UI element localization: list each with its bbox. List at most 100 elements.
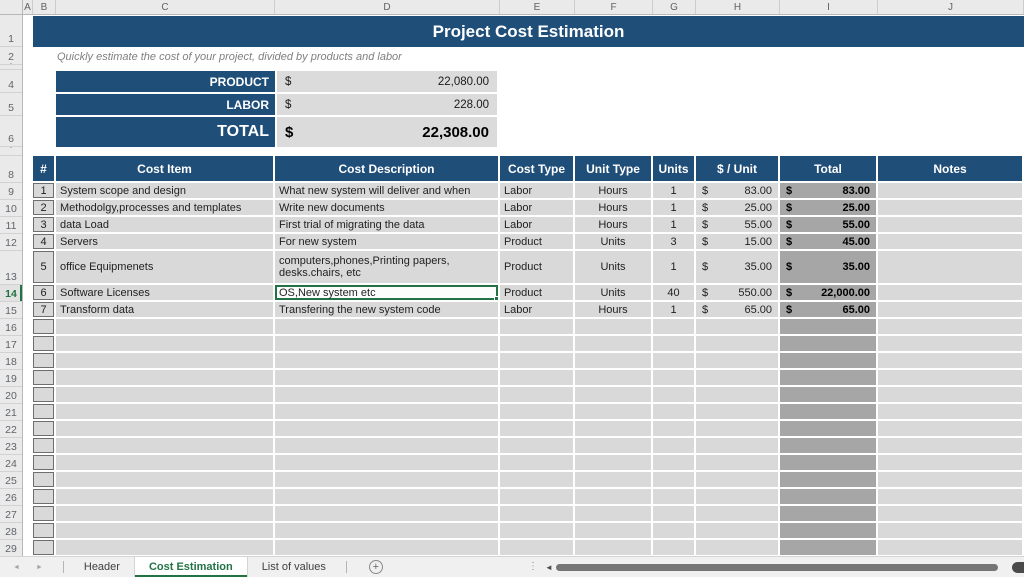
cell-total[interactable] (780, 336, 878, 353)
cell-row-number[interactable] (33, 455, 56, 472)
cell-cost-description[interactable] (275, 523, 500, 540)
cell-per-unit[interactable] (696, 336, 780, 353)
cell-unit-type[interactable]: Units (575, 251, 653, 285)
cell-unit-type[interactable]: Hours (575, 183, 653, 200)
subtitle-cell[interactable]: Quickly estimate the cost of your projec… (57, 49, 402, 64)
cell-unit-type[interactable] (575, 540, 653, 556)
cell-cost-item[interactable]: Software Licenses (56, 285, 275, 302)
cell-cost-type[interactable] (500, 523, 575, 540)
cell-total[interactable] (780, 421, 878, 438)
cell-cost-item[interactable] (56, 319, 275, 336)
cell-cost-type[interactable]: Labor (500, 183, 575, 200)
cell-unit-type[interactable] (575, 523, 653, 540)
title-cell[interactable]: Project Cost Estimation (33, 16, 1024, 47)
cell-units[interactable] (653, 336, 696, 353)
cell-cost-type[interactable] (500, 506, 575, 523)
row-header-20[interactable]: 20 (0, 387, 22, 404)
cell-units[interactable]: 1 (653, 251, 696, 285)
cell-row-number[interactable]: 5 (33, 251, 56, 285)
cell-cost-item[interactable]: System scope and design (56, 183, 275, 200)
add-sheet-button[interactable]: + (368, 560, 383, 574)
cell-units[interactable]: 3 (653, 234, 696, 251)
cell-notes[interactable] (878, 370, 1024, 387)
cell-cost-type[interactable]: Labor (500, 217, 575, 234)
cell-unit-type[interactable] (575, 489, 653, 506)
row-header-2[interactable]: 2 (0, 47, 22, 65)
cell-notes[interactable] (878, 523, 1024, 540)
cell-units[interactable]: 40 (653, 285, 696, 302)
cell-per-unit[interactable]: $35.00 (696, 251, 780, 285)
cell-total[interactable] (780, 506, 878, 523)
header-cost-description[interactable]: Cost Description (275, 156, 500, 183)
cell-units[interactable] (653, 489, 696, 506)
row-header-13[interactable]: 13 (0, 251, 22, 285)
cell-units[interactable] (653, 353, 696, 370)
cell-notes[interactable] (878, 387, 1024, 404)
cell-cost-type[interactable]: Product (500, 234, 575, 251)
cell-notes[interactable] (878, 251, 1024, 285)
cell-units[interactable] (653, 421, 696, 438)
tabbar-resize-handle-icon[interactable]: ⋮ (528, 561, 538, 572)
cell-row-number[interactable] (33, 438, 56, 455)
cell-cost-description[interactable] (275, 336, 500, 353)
cell-total[interactable] (780, 438, 878, 455)
cell-cost-description[interactable] (275, 540, 500, 556)
sheet-nav-prev-icon[interactable]: ◄ (13, 563, 20, 571)
column-header-E[interactable]: E (500, 0, 575, 14)
cell-per-unit[interactable] (696, 523, 780, 540)
header-unit-type[interactable]: Unit Type (575, 156, 653, 183)
cell-cost-type[interactable] (500, 489, 575, 506)
cell-per-unit[interactable] (696, 540, 780, 556)
cell-cost-item[interactable]: Transform data (56, 302, 275, 319)
cell-cost-item[interactable]: data Load (56, 217, 275, 234)
row-header-26[interactable]: 26 (0, 489, 22, 506)
cell-cost-description[interactable]: computers,phones,Printing papers, desks.… (275, 251, 500, 285)
cell-cost-item[interactable] (56, 353, 275, 370)
cell-per-unit[interactable] (696, 421, 780, 438)
cell-per-unit[interactable] (696, 472, 780, 489)
cell-notes[interactable] (878, 472, 1024, 489)
hidden-row-marker[interactable]: ˇ (0, 64, 22, 70)
row-header-19[interactable]: 19 (0, 370, 22, 387)
row-header-25[interactable]: 25 (0, 472, 22, 489)
cell-cost-type[interactable] (500, 472, 575, 489)
cell-total[interactable] (780, 523, 878, 540)
cell-units[interactable] (653, 506, 696, 523)
cell-unit-type[interactable]: Hours (575, 217, 653, 234)
cell-cost-item[interactable] (56, 370, 275, 387)
cell-total[interactable] (780, 540, 878, 556)
header-number[interactable]: # (33, 156, 56, 183)
cell-total[interactable]: $35.00 (780, 251, 878, 285)
cell-cost-type[interactable] (500, 370, 575, 387)
column-header-C[interactable]: C (56, 0, 275, 14)
column-header-B[interactable]: B (33, 0, 56, 14)
cell-cost-description[interactable]: First trial of migrating the data (275, 217, 500, 234)
summary-labor-label[interactable]: LABOR (56, 94, 275, 115)
summary-total-value[interactable]: $ 22,308.00 (277, 117, 497, 147)
cell-units[interactable] (653, 370, 696, 387)
row-header-9[interactable]: 9 (0, 183, 22, 200)
summary-total-label[interactable]: TOTAL (56, 117, 275, 147)
cell-units[interactable] (653, 540, 696, 556)
cell-notes[interactable] (878, 438, 1024, 455)
cell-unit-type[interactable] (575, 353, 653, 370)
cell-cost-item[interactable]: Servers (56, 234, 275, 251)
summary-product-label[interactable]: PRODUCT (56, 71, 275, 92)
header-cost-type[interactable]: Cost Type (500, 156, 575, 183)
cell-row-number[interactable] (33, 506, 56, 523)
cell-total[interactable]: $55.00 (780, 217, 878, 234)
cell-notes[interactable] (878, 183, 1024, 200)
cell-cost-type[interactable]: Product (500, 285, 575, 302)
cell-per-unit[interactable]: $55.00 (696, 217, 780, 234)
cell-row-number[interactable] (33, 319, 56, 336)
cell-row-number[interactable] (33, 370, 56, 387)
cell-cost-description[interactable] (275, 404, 500, 421)
row-header-8[interactable]: 8 (0, 156, 22, 183)
cell-per-unit[interactable] (696, 370, 780, 387)
cell-row-number[interactable] (33, 404, 56, 421)
row-header-29[interactable]: 29 (0, 540, 22, 556)
cell-total[interactable] (780, 455, 878, 472)
cell-total[interactable]: $65.00 (780, 302, 878, 319)
cell-per-unit[interactable] (696, 438, 780, 455)
row-header-21[interactable]: 21 (0, 404, 22, 421)
